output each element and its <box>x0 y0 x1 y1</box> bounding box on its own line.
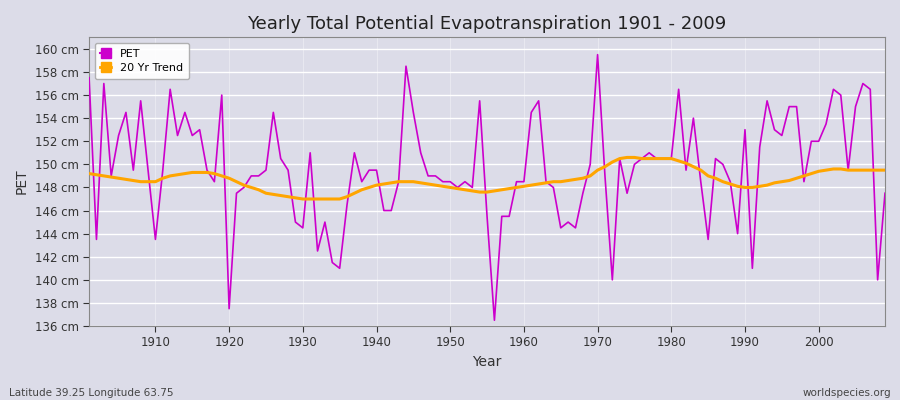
X-axis label: Year: Year <box>472 355 501 369</box>
Title: Yearly Total Potential Evapotranspiration 1901 - 2009: Yearly Total Potential Evapotranspiratio… <box>248 15 726 33</box>
Y-axis label: PET: PET <box>15 169 29 194</box>
Text: worldspecies.org: worldspecies.org <box>803 388 891 398</box>
Text: Latitude 39.25 Longitude 63.75: Latitude 39.25 Longitude 63.75 <box>9 388 174 398</box>
Legend: PET, 20 Yr Trend: PET, 20 Yr Trend <box>94 43 189 79</box>
